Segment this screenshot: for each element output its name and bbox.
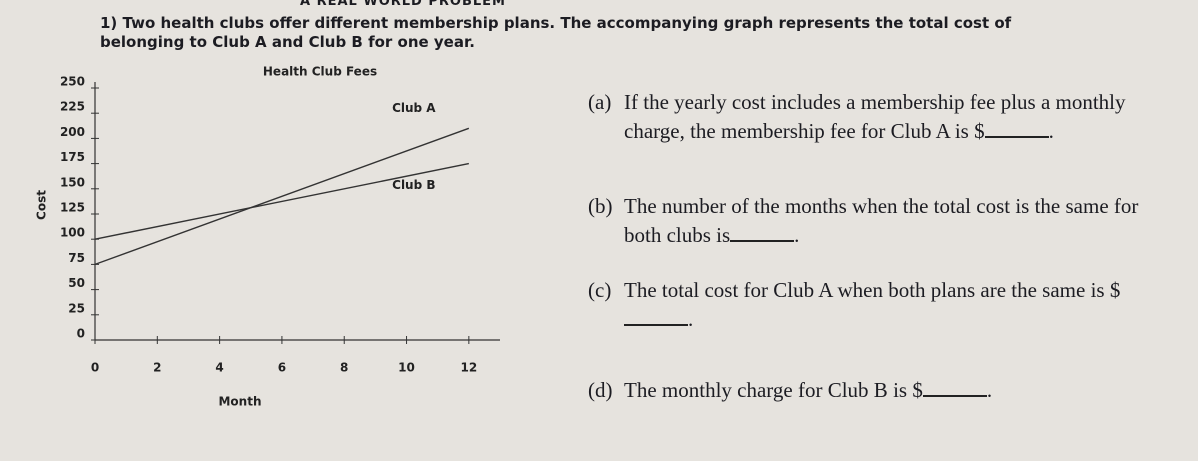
question: (a) If the yearly cost includes a members… bbox=[588, 88, 1168, 146]
question-text: The number of the months when the total … bbox=[624, 194, 1139, 247]
y-tick-label: 50 bbox=[68, 276, 85, 290]
x-axis-label: Month bbox=[218, 395, 261, 409]
question-text: The total cost for Club A when both plan… bbox=[624, 278, 1121, 302]
question-text: If the yearly cost includes a membership… bbox=[624, 90, 1126, 143]
answer-blank bbox=[922, 377, 987, 397]
y-tick-label: 250 bbox=[60, 75, 85, 89]
question: (b) The number of the months when the tot… bbox=[588, 192, 1168, 250]
question-label: (a) bbox=[588, 90, 612, 114]
x-tick-label: 4 bbox=[215, 361, 223, 375]
question-body: The monthly charge for Club B is $. bbox=[624, 376, 1168, 405]
question-label: (c) bbox=[588, 278, 612, 302]
y-tick-label: 75 bbox=[68, 251, 85, 265]
problem-text: 1) Two health clubs offer different memb… bbox=[100, 14, 1012, 51]
question: (c) The total cost for Club A when both p… bbox=[588, 276, 1168, 334]
question-end: . bbox=[1048, 119, 1054, 143]
question-text: The monthly charge for Club B is $ bbox=[624, 378, 923, 402]
x-tick-label: 0 bbox=[91, 361, 99, 375]
question: (d) The monthly charge for Club B is $. bbox=[588, 376, 1168, 405]
header: A REAL WORLD PROBLEM bbox=[300, 0, 506, 9]
question-body: If the yearly cost includes a membership… bbox=[624, 88, 1168, 146]
question-label: (b) bbox=[588, 194, 613, 218]
question-end: . bbox=[794, 223, 800, 247]
answer-blank bbox=[984, 118, 1049, 138]
answer-blank bbox=[624, 306, 688, 326]
x-tick-label: 2 bbox=[153, 361, 161, 375]
question-end: . bbox=[986, 378, 993, 402]
y-tick-label: 225 bbox=[60, 100, 85, 114]
y-tick-label: 125 bbox=[60, 201, 85, 215]
series-line bbox=[94, 162, 469, 240]
y-tick-label: 200 bbox=[60, 125, 85, 139]
y-tick-label: 175 bbox=[60, 150, 85, 164]
question-end: . bbox=[688, 307, 694, 331]
question-body: The number of the months when the total … bbox=[624, 192, 1168, 250]
chart-title: Health Club Fees bbox=[263, 65, 377, 79]
x-tick-label: 8 bbox=[340, 361, 348, 375]
series-line bbox=[94, 127, 470, 266]
x-tick-label: 10 bbox=[398, 361, 415, 375]
y-tick-label: 0 bbox=[77, 327, 85, 341]
y-tick-label: 25 bbox=[68, 301, 85, 315]
y-tick-label: 150 bbox=[60, 175, 85, 189]
series-label: Club A bbox=[392, 101, 436, 115]
y-axis-label: Cost bbox=[35, 190, 49, 220]
x-tick-label: 6 bbox=[278, 361, 286, 375]
chart: Health Club Fees Month Cost 025507510012… bbox=[35, 65, 500, 409]
question-body: The total cost for Club A when both plan… bbox=[624, 276, 1168, 334]
series-label: Club B bbox=[392, 178, 435, 192]
y-tick-label: 100 bbox=[60, 226, 85, 240]
question-label: (d) bbox=[588, 378, 613, 402]
x-tick-label: 12 bbox=[460, 361, 477, 375]
answer-blank bbox=[730, 222, 795, 242]
